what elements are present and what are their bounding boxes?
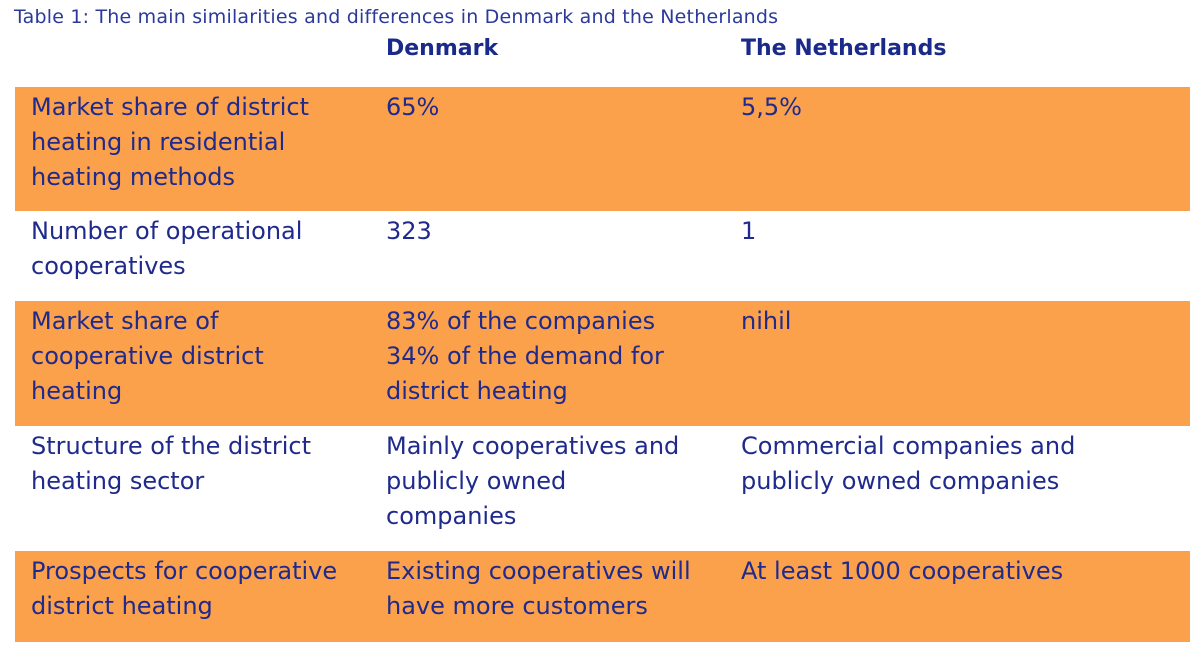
netherlands-value: 5,5% — [741, 93, 802, 121]
table-row: Structure of the district heating sector… — [15, 426, 1190, 551]
netherlands-value: nihil — [741, 307, 792, 335]
table-caption: Table 1: The main similarities and diffe… — [14, 6, 779, 28]
column-header-denmark: Denmark — [386, 36, 499, 61]
netherlands-value: Commercial companies and publicly owned … — [741, 432, 1076, 495]
table-row: Market share of district heating in resi… — [15, 87, 1190, 211]
table-row: Number of operational cooperatives 323 1 — [15, 211, 1190, 301]
row-label: Number of operational cooperatives — [31, 217, 303, 280]
denmark-value: 83% of the companies 34% of the demand f… — [386, 307, 664, 405]
row-label: Prospects for cooperative district heati… — [31, 557, 338, 620]
table-row: Prospects for cooperative district heati… — [15, 551, 1190, 642]
denmark-value: 65% — [386, 93, 440, 121]
table-row: Market share of cooperative district hea… — [15, 301, 1190, 426]
netherlands-value: At least 1000 cooperatives — [741, 557, 1064, 585]
row-label: Structure of the district heating sector — [31, 432, 312, 495]
row-label: Market share of district heating in resi… — [31, 93, 310, 191]
denmark-value: Mainly cooperatives and publicly owned c… — [386, 432, 680, 530]
row-label: Market share of cooperative district hea… — [31, 307, 264, 405]
column-header-netherlands: The Netherlands — [741, 36, 947, 61]
denmark-value: Existing cooperatives will have more cus… — [386, 557, 691, 620]
denmark-value: 323 — [386, 217, 432, 245]
netherlands-value: 1 — [741, 217, 757, 245]
